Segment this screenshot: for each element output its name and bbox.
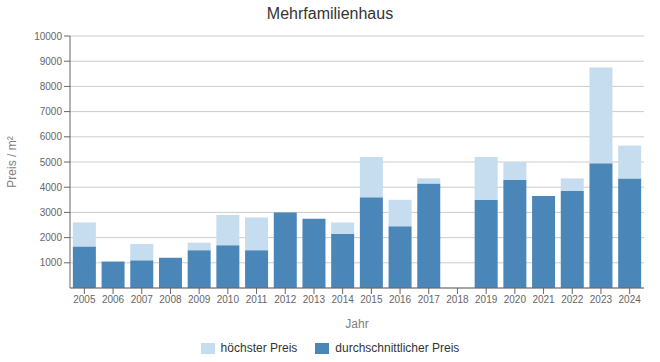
svg-text:2021: 2021 (532, 294, 555, 305)
svg-text:2007: 2007 (131, 294, 154, 305)
svg-text:2022: 2022 (561, 294, 584, 305)
svg-text:2005: 2005 (73, 294, 96, 305)
svg-text:10000: 10000 (34, 31, 62, 42)
svg-text:2016: 2016 (389, 294, 412, 305)
svg-text:Jahr: Jahr (345, 317, 368, 331)
svg-text:2011: 2011 (246, 294, 268, 305)
svg-text:2018: 2018 (446, 294, 469, 305)
svg-text:2009: 2009 (188, 294, 211, 305)
svg-text:5000: 5000 (40, 157, 63, 168)
svg-text:9000: 9000 (40, 56, 63, 67)
svg-text:2023: 2023 (590, 294, 613, 305)
svg-text:2008: 2008 (159, 294, 182, 305)
svg-text:2015: 2015 (360, 294, 383, 305)
html-text:durchschnittlicher Preis: durchschnittlicher Preis (335, 341, 460, 355)
svg-text:2020: 2020 (504, 294, 527, 305)
svg-text:2000: 2000 (40, 232, 63, 243)
svg-text:2012: 2012 (274, 294, 297, 305)
svg-text:8000: 8000 (40, 81, 63, 92)
svg-text:2013: 2013 (303, 294, 326, 305)
svg-text:1000: 1000 (40, 257, 63, 268)
svg-text:3000: 3000 (40, 207, 63, 218)
svg-text:2006: 2006 (102, 294, 125, 305)
svg-text:2024: 2024 (619, 294, 642, 305)
svg-text:4000: 4000 (40, 182, 63, 193)
svg-text:2019: 2019 (475, 294, 498, 305)
svg-text:2014: 2014 (332, 294, 355, 305)
svg-text:7000: 7000 (40, 106, 63, 117)
svg-text:2010: 2010 (217, 294, 240, 305)
svg-text:2017: 2017 (418, 294, 441, 305)
svg-text:Preis / m²: Preis / m² (5, 136, 19, 187)
html-text:Mehrfamilienhaus: Mehrfamilienhaus (266, 5, 394, 22)
svg-text:6000: 6000 (40, 131, 63, 142)
html-text:höchster Preis: höchster Preis (220, 341, 298, 355)
